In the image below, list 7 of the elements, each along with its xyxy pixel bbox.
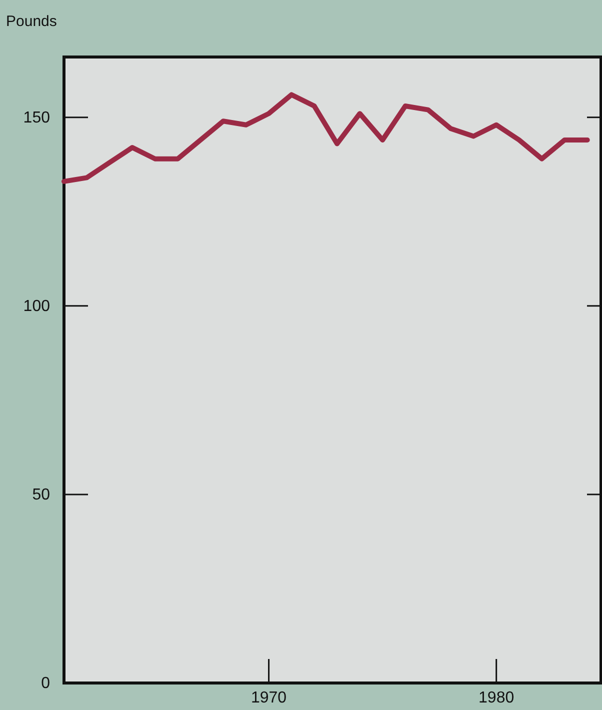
x-tick-label: 1970 — [250, 689, 287, 706]
y-tick-label: 50 — [32, 486, 50, 504]
y-axis-title: Pounds — [6, 13, 57, 30]
y-tick-label: 100 — [23, 298, 50, 316]
y-tick-label: 0 — [41, 675, 50, 692]
y-tick-label: 150 — [23, 109, 50, 126]
x-tick-label: 1980 — [478, 689, 514, 706]
